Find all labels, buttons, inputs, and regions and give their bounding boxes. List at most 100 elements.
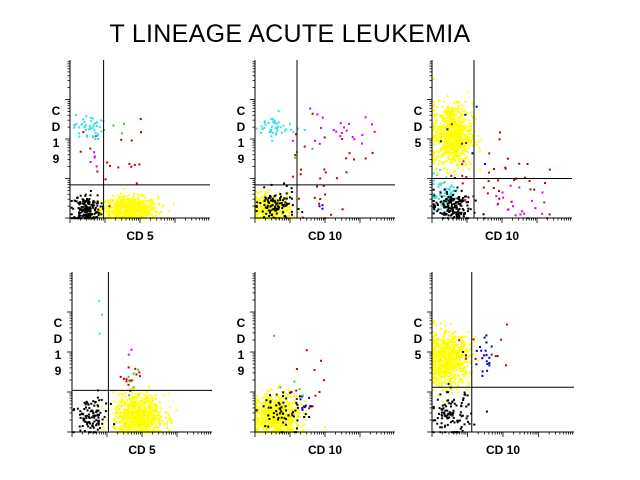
data-point <box>456 201 459 203</box>
data-point <box>445 116 448 119</box>
data-point <box>456 143 459 146</box>
data-point <box>442 332 445 335</box>
data-point <box>282 418 284 421</box>
data-point <box>449 113 452 116</box>
data-point <box>434 381 437 384</box>
data-point <box>270 214 273 217</box>
data-point <box>462 209 465 212</box>
data-point <box>148 422 151 425</box>
data-point <box>86 401 89 404</box>
data-point <box>295 398 298 400</box>
data-point <box>87 202 89 205</box>
data-point <box>435 174 438 177</box>
data-point <box>127 414 130 417</box>
data-point <box>435 351 438 354</box>
data-point <box>450 391 453 394</box>
data-point <box>275 428 278 430</box>
data-point <box>148 408 151 411</box>
data-point <box>154 210 157 213</box>
data-point <box>454 109 457 112</box>
data-point <box>461 149 464 152</box>
data-point <box>262 195 265 198</box>
data-point <box>437 127 439 130</box>
data-point <box>450 184 453 187</box>
data-point <box>472 117 475 120</box>
data-point <box>437 351 439 354</box>
data-point <box>134 367 137 370</box>
data-point <box>473 141 476 143</box>
data-point <box>441 212 444 215</box>
data-point <box>466 156 469 158</box>
data-point <box>321 116 324 119</box>
data-point <box>461 381 464 384</box>
data-point <box>152 403 155 406</box>
data-point <box>449 144 452 147</box>
data-point <box>79 413 81 416</box>
data-point <box>264 208 267 211</box>
data-point <box>138 407 141 410</box>
data-point <box>262 207 265 209</box>
data-point <box>454 119 457 122</box>
data-point <box>83 408 86 410</box>
data-point <box>147 200 150 203</box>
data-point <box>119 421 122 424</box>
data-point <box>120 199 123 201</box>
data-point <box>453 378 456 381</box>
data-point <box>303 128 306 131</box>
data-point <box>103 428 106 431</box>
data-point <box>272 201 275 204</box>
data-point <box>450 368 453 371</box>
data-point <box>166 411 169 414</box>
data-point <box>278 407 281 410</box>
data-point <box>450 157 453 160</box>
data-point <box>446 171 449 174</box>
data-point <box>266 214 269 216</box>
data-point <box>263 186 266 189</box>
data-point <box>81 214 84 217</box>
data-point <box>84 193 87 196</box>
data-point <box>88 210 91 213</box>
data-point <box>269 396 272 399</box>
data-point <box>147 429 150 432</box>
data-point <box>493 168 495 170</box>
data-point <box>267 403 270 406</box>
data-point <box>455 207 458 210</box>
data-point <box>444 331 447 334</box>
data-point <box>461 182 464 185</box>
data-point <box>457 126 460 129</box>
data-point <box>461 104 464 107</box>
data-point <box>78 213 81 216</box>
data-point <box>441 205 444 207</box>
data-point <box>446 193 449 195</box>
data-point <box>117 405 119 407</box>
data-point <box>462 158 465 160</box>
data-point <box>155 407 158 410</box>
data-point <box>275 212 278 215</box>
data-point <box>282 421 285 424</box>
data-point <box>280 213 283 216</box>
data-point <box>295 427 298 430</box>
data-point <box>131 396 134 399</box>
data-point <box>439 140 442 143</box>
data-point <box>284 414 287 417</box>
data-point <box>371 151 374 154</box>
data-point <box>120 210 123 213</box>
data-point <box>96 404 99 407</box>
data-point <box>464 359 467 362</box>
data-point <box>478 147 481 150</box>
data-point <box>451 124 454 127</box>
data-point <box>442 123 445 126</box>
data-point <box>446 352 449 355</box>
data-point <box>98 126 101 129</box>
data-point <box>455 204 458 207</box>
data-point <box>141 414 143 416</box>
data-point <box>433 127 436 130</box>
data-point <box>271 206 274 209</box>
data-point <box>444 137 447 140</box>
data-point <box>291 421 294 424</box>
data-point <box>255 127 258 130</box>
data-point <box>437 384 440 387</box>
data-point <box>448 371 451 374</box>
data-point <box>295 389 298 392</box>
